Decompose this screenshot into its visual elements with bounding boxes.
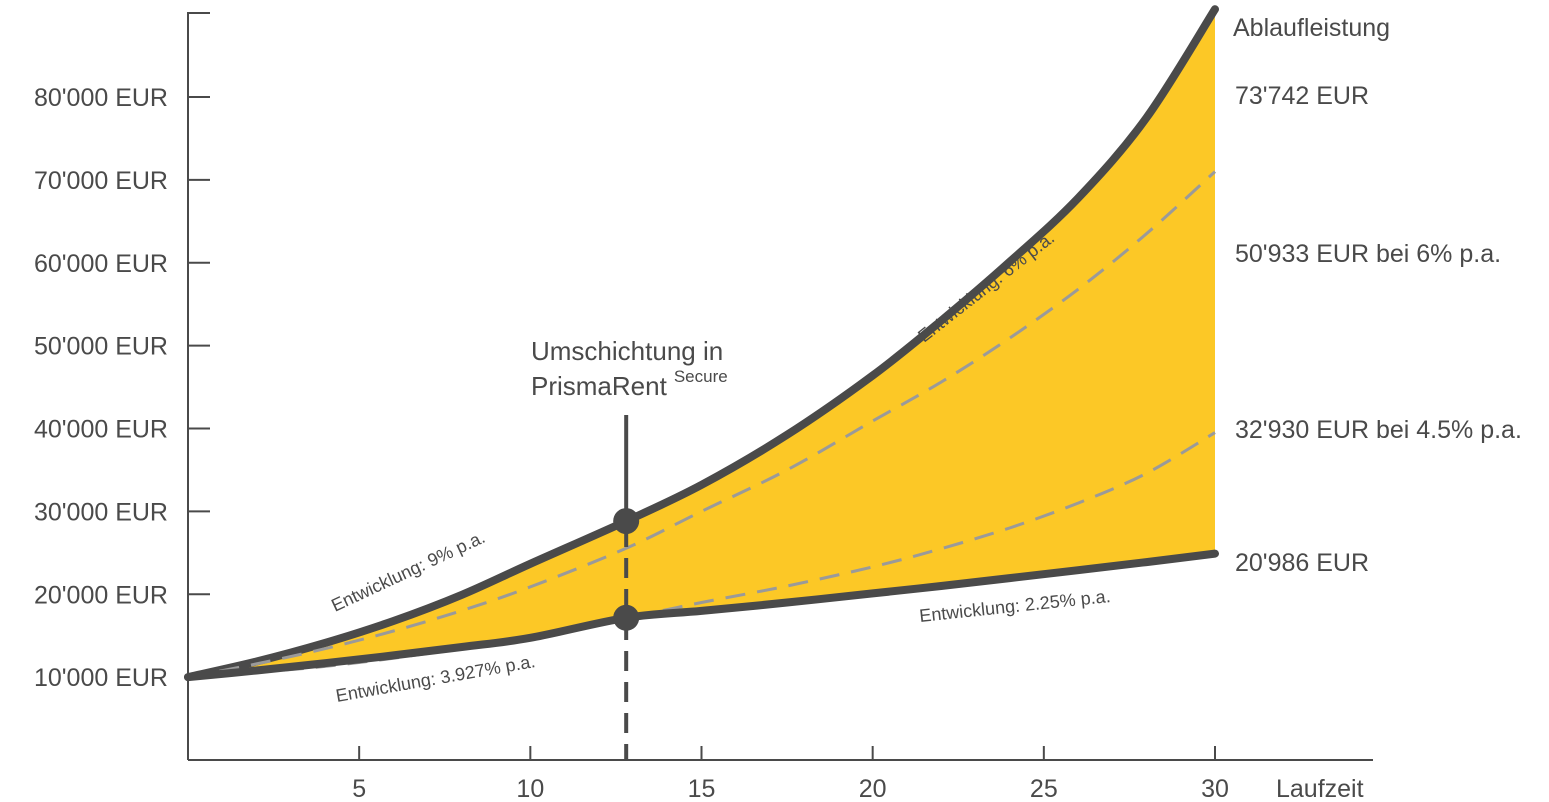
y-tick-label: 50'000 EUR <box>34 333 168 361</box>
series-line-dash_lower <box>187 431 1216 679</box>
series-line-dash_upper <box>187 170 1217 679</box>
switch-point-group: Umschichtung in PrismaRent Secure <box>531 336 728 760</box>
axes <box>187 12 1373 761</box>
x-tick-label: 5 <box>352 775 366 802</box>
y-tick-label: 40'000 EUR <box>34 416 168 444</box>
end-label-dash-lower: 32'930 EUR bei 4.5% p.a. <box>1235 416 1522 444</box>
switch-point-upper-dot <box>613 508 640 535</box>
switch-label-line2: PrismaRent Secure <box>531 367 728 401</box>
x-tick-label: 10 <box>516 775 544 802</box>
y-tick-label: 70'000 EUR <box>34 167 168 195</box>
end-label-header: Ablaufleistung <box>1233 14 1390 42</box>
switch-label-line1: Umschichtung in <box>531 336 723 366</box>
y-tick-label: 30'000 EUR <box>34 498 168 526</box>
y-tick-label: 80'000 EUR <box>34 84 168 112</box>
y-axis-ticks: 10'000 EUR 20'000 EUR 30'000 EUR 40'000 EUR… <box>34 84 210 692</box>
y-tick-label: 10'000 EUR <box>34 664 168 692</box>
x-tick-label: 25 <box>1030 775 1058 802</box>
annotation-lower-late: Entwicklung: 2.25% p.a. <box>918 586 1111 626</box>
series-line-upper <box>184 5 1219 682</box>
end-label-upper: 73'742 EUR <box>1235 82 1369 110</box>
series-layer <box>184 5 1219 682</box>
end-label-lower: 20'986 EUR <box>1235 549 1369 577</box>
x-tick-label: 15 <box>688 775 716 802</box>
outcome-band-area <box>188 9 1215 678</box>
x-axis-title: Laufzeit <box>1276 775 1364 802</box>
x-axis-ticks: 5 10 15 20 25 30 <box>352 746 1229 802</box>
series-line-lower <box>184 549 1219 682</box>
y-tick-label: 20'000 EUR <box>34 581 168 609</box>
y-tick-label: 60'000 EUR <box>34 250 168 278</box>
x-tick-label: 20 <box>859 775 887 802</box>
switch-point-lower-dot <box>613 604 640 631</box>
end-label-dash-upper: 50'933 EUR bei 6% p.a. <box>1235 240 1501 268</box>
x-tick-label: 30 <box>1201 775 1229 802</box>
